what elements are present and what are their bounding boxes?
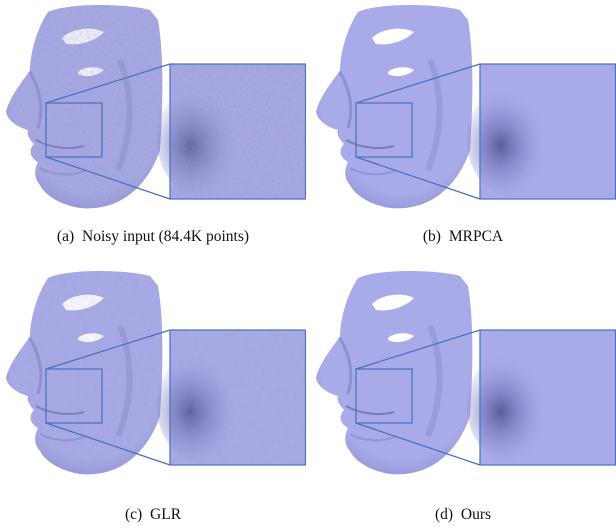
chin-line [349,167,397,176]
caption-b-label: (b) [422,228,441,245]
caption-a-label: (a) [56,228,75,245]
nose-bridge-shade [338,71,353,129]
panel-mrpca: (b) MRPCA [310,0,616,265]
zoom-connector-bottom [45,422,171,466]
inset-noise-texture [170,330,306,465]
lip-line [345,139,395,149]
caption-b: (b) MRPCA [310,228,616,246]
caption-c: (c) GLR [0,506,306,524]
nose-bridge-shade [338,337,353,395]
face-render-noisy [6,5,306,209]
caption-d: (d) Ours [310,506,616,524]
face-render-mrpca [316,5,616,209]
cheek-shade [425,324,443,438]
mesh-noise-texture [6,5,163,209]
zoom-inset [467,63,616,200]
mesh-noise-texture [6,271,163,475]
inset-border [169,63,306,200]
zoom-region-box [45,102,103,158]
caption-d-text: Ours [460,506,492,523]
eye-hole-lower [388,67,414,77]
caption-a: (a) Noisy input (84.4K points) [0,228,306,246]
inset-border [169,329,306,466]
inset-nostril-shading [467,82,563,198]
zoom-connector-top [355,63,481,104]
zoom-connector-bottom [355,422,481,466]
face-mesh [316,271,473,475]
zoom-region-box [355,368,413,424]
caption-d-label: (d) [434,506,454,523]
eye-hole-upper [372,28,414,45]
caption-c-label: (c) [124,506,143,523]
caption-b-text: MRPCA [448,228,504,245]
panel-ours: (d) Ours [310,266,616,531]
face-render-glr [6,271,306,475]
inset-noise-texture [170,64,306,199]
lip-line [345,405,395,415]
chin-line [349,433,397,442]
zoom-inset [157,63,306,200]
caption-c-text: GLR [150,506,182,523]
zoom-region-box [355,102,413,158]
face-render-ours [316,271,616,475]
inset-nostril-shading [467,348,563,464]
caption-a-text: Noisy input (84.4K points) [82,228,250,245]
zoom-connector-top [45,329,171,370]
panel-noisy-input: (a) Noisy input (84.4K points) [0,0,306,265]
cheek-shade [425,58,443,172]
panel-glr: (c) GLR [0,266,306,531]
zoom-connector-bottom [45,156,171,200]
zoom-connector-bottom [355,156,481,200]
zoom-inset [467,329,616,466]
eye-hole-upper [372,294,414,311]
zoom-connector-top [45,63,171,104]
face-mesh [316,5,473,209]
zoom-connector-top [355,329,481,370]
zoom-inset [157,329,306,466]
zoom-region-box [45,368,103,424]
eye-hole-lower [388,333,414,343]
